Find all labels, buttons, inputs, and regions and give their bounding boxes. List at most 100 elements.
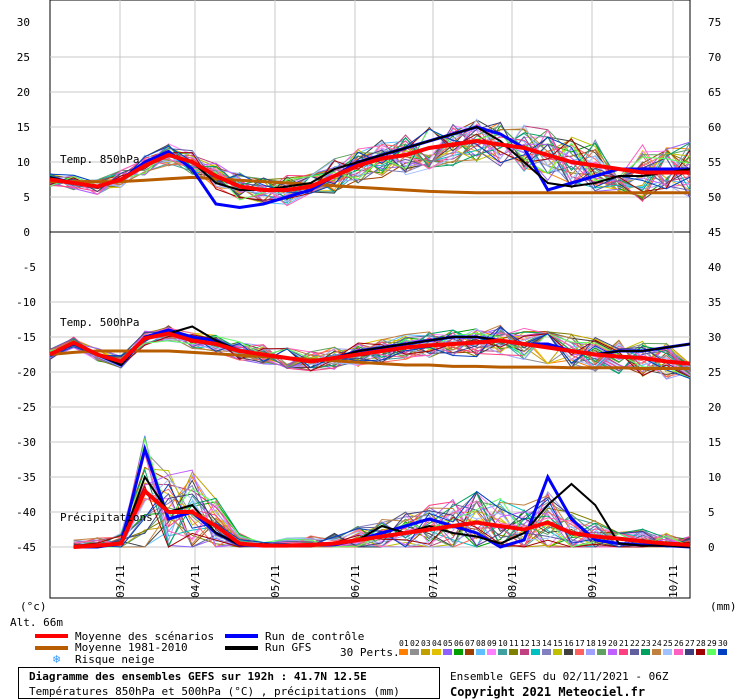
pert-legend-swatch: [718, 649, 727, 655]
tick-label-right-850: 65: [708, 86, 721, 99]
tick-label-right-850: 55: [708, 156, 721, 169]
tick-label-date: 06/11: [349, 565, 362, 598]
gfs-line-precip: [73, 474, 691, 548]
pert-legend-number: 15: [553, 639, 563, 648]
pert-legend-number: 21: [619, 639, 629, 648]
pert-legend-number: 06: [454, 639, 464, 648]
pert-legend-number: 30: [718, 639, 728, 648]
tick-label-date: 09/11: [586, 565, 599, 598]
pert-line-850: [49, 119, 691, 193]
tick-label-right-precip: 25: [708, 366, 721, 379]
tick-label-right-850: 60: [708, 121, 721, 134]
chart-caption-box: Diagramme des ensembles GEFS sur 192h : …: [18, 667, 440, 699]
pert-legend-swatch: [663, 649, 672, 655]
legend-normal-label: Moyenne 1981-2010: [75, 641, 188, 654]
tick-label-right-precip: 35: [708, 296, 721, 309]
tick-label-right-precip: 30: [708, 331, 721, 344]
pert-legend-number: 07: [465, 639, 475, 648]
pert-line-precip: [73, 468, 691, 548]
pert-legend-swatch: [608, 649, 617, 655]
pert-line-precip: [73, 452, 691, 548]
pert-legend-number: 16: [564, 639, 574, 648]
tick-label-left-850: 15: [17, 121, 30, 134]
mean-line-precip: [73, 487, 691, 549]
tick-label-right-precip: 0: [708, 541, 715, 554]
tick-label-right-precip: 10: [708, 471, 721, 484]
normal-line-500: [49, 349, 690, 370]
pert-legend-swatch: [564, 649, 573, 655]
axis-labels: 302520151050757065605550-5-10-15-20-25-3…: [16, 16, 721, 598]
pert-legend-number: 01: [399, 639, 409, 648]
pert-legend-number: 05: [443, 639, 453, 648]
run-info: Ensemble GEFS du 02/11/2021 - 06Z: [450, 670, 669, 683]
legend-gfs-label: Run GFS: [265, 641, 311, 654]
mean-line-500: [49, 331, 691, 366]
pert-legend-number: 13: [531, 639, 541, 648]
pert-legend-number: 11: [509, 639, 519, 648]
pert-legend-swatch: [619, 649, 628, 655]
legend-mean-label: Moyenne des scénarios: [75, 630, 214, 643]
legend-control-label: Run de contrôle: [265, 630, 364, 643]
tick-label-right-850: 70: [708, 51, 721, 64]
pert-legend-swatch: [498, 649, 507, 655]
pert-legend-number: 20: [608, 639, 618, 648]
pert-line-850: [49, 119, 691, 203]
pert-legend-swatch: [597, 649, 606, 655]
tick-label-left-500: -20: [16, 366, 36, 379]
tick-label-left-500: -35: [16, 471, 36, 484]
chart-marks: [49, 118, 691, 549]
tick-label-left-850: 25: [17, 51, 30, 64]
pert-legend-number: 04: [432, 639, 442, 648]
pert-legend-swatch: [685, 649, 694, 655]
perturbation-legend: 01 02 03 04 05 06 07 08 09 10 11 12 13 14 15 16 17 18 19 20…: [399, 639, 728, 655]
grid: [50, 0, 690, 598]
pert-legend-number: 02: [410, 639, 420, 648]
pert-legend-swatch: [487, 649, 496, 655]
tick-label-left-500: -5: [23, 261, 36, 274]
pert-legend-swatch: [696, 649, 705, 655]
tick-label-date: 05/11: [269, 565, 282, 598]
pert-legend-number: 24: [652, 639, 662, 648]
tick-label-left-850: 5: [23, 191, 30, 204]
normal-line-850: [50, 175, 690, 195]
tick-label-right-precip: 45: [708, 226, 721, 239]
pert-line-precip: [73, 494, 691, 548]
label-precip: Précipitations: [60, 511, 153, 524]
pert-legend-swatch: [674, 649, 683, 655]
tick-label-right-precip: 20: [708, 401, 721, 414]
pert-legend-number: 23: [641, 639, 651, 648]
pert-legend-swatch: [465, 649, 474, 655]
pert-legend-number: 12: [520, 639, 530, 648]
pert-legend-number: 25: [663, 639, 673, 648]
chart-title: Diagramme des ensembles GEFS sur 192h : …: [29, 670, 367, 683]
pert-legend-swatch: [509, 649, 518, 655]
tick-label-left-850: 20: [17, 86, 30, 99]
tick-label-date: 03/11: [114, 565, 127, 598]
tick-label-left-500: -40: [16, 506, 36, 519]
tick-label-right-850: 50: [708, 191, 721, 204]
pert-line-850: [49, 127, 691, 203]
tick-label-left-500: -45: [16, 541, 36, 554]
pert-legend-swatch: [575, 649, 584, 655]
mean-line-850: [49, 138, 690, 192]
pert-legend-number: 19: [597, 639, 607, 648]
pert-legend-swatch: [531, 649, 540, 655]
tick-label-date: 04/11: [189, 565, 202, 598]
pert-legend-swatch: [443, 649, 452, 655]
chart-subtitle: Températures 850hPa et 500hPa (°C) , pré…: [29, 685, 400, 698]
pert-legend-swatch: [454, 649, 463, 655]
tick-label-left-500: -10: [16, 296, 36, 309]
pert-legend-swatch: [641, 649, 650, 655]
tick-label-left-850: 30: [17, 16, 30, 29]
pert-legend-number: 10: [498, 639, 508, 648]
pert-legend-swatch: [432, 649, 441, 655]
pert-legend-number: 09: [487, 639, 497, 648]
pert-legend-swatch: [399, 649, 408, 655]
tick-label-date: 08/11: [506, 565, 519, 598]
pert-legend-swatch: [542, 649, 551, 655]
pert-legend-swatch: [410, 649, 419, 655]
pert-legend-swatch: [520, 649, 529, 655]
pert-legend-number: 26: [674, 639, 684, 648]
altitude-label: Alt. 66m: [10, 616, 63, 629]
